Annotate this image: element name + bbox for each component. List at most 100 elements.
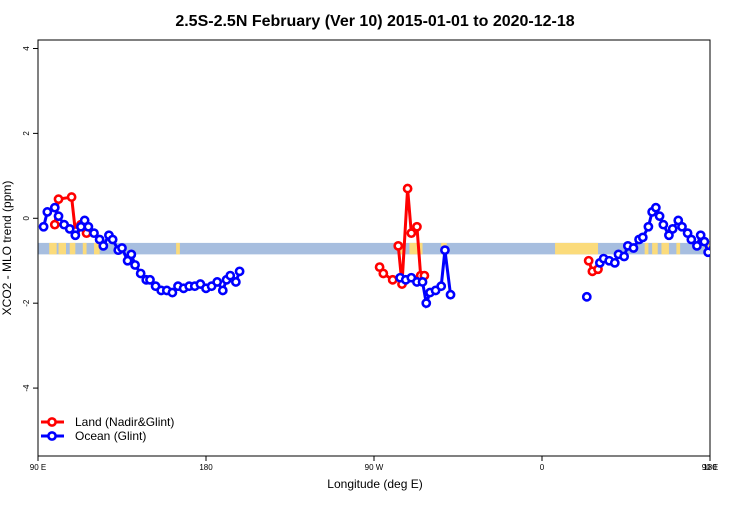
series-point-ocean-glint: [417, 277, 428, 287]
series-point-land-nadir-glint: [406, 228, 417, 239]
map-band-land: [661, 242, 669, 255]
legend-marker: [47, 417, 57, 427]
series-point-ocean-glint: [677, 221, 687, 232]
series-point-ocean-glint: [234, 266, 245, 277]
series-point-ocean-glint: [107, 234, 118, 245]
series-point-ocean-glint: [658, 219, 669, 230]
x-tick-label: 0: [540, 463, 545, 472]
map-band: [38, 242, 748, 255]
series-point-ocean-glint: [718, 251, 725, 258]
map-band-land: [409, 242, 423, 255]
series-point-land-nadir-glint: [53, 194, 64, 205]
series-point-ocean-glint: [98, 240, 109, 251]
series-point-land-nadir-glint: [740, 221, 747, 228]
series-point-ocean-glint: [70, 230, 81, 241]
series-point-ocean-glint: [421, 298, 432, 309]
series-layer: [38, 183, 750, 310]
series-point-land-nadir-glint: [731, 193, 738, 200]
series-point-ocean-glint: [83, 221, 94, 232]
y-tick-label: 0: [22, 216, 31, 221]
series-point-ocean-glint: [609, 257, 620, 268]
series-point-ocean-glint: [714, 257, 721, 264]
x-tick-label: 180: [199, 463, 213, 472]
map-band-land: [732, 243, 736, 254]
series-point-land-nadir-glint: [744, 230, 750, 237]
series-point-land-nadir-glint: [387, 274, 398, 285]
series-point-ocean-glint: [53, 211, 64, 222]
map-band-land: [82, 242, 87, 255]
series-point-ocean-glint: [436, 281, 447, 292]
series-point-ocean-glint: [708, 244, 710, 252]
series-point-ocean-glint: [650, 202, 661, 213]
legend-label: Land (Nadir&Glint): [75, 415, 174, 429]
series-point-ocean-glint: [230, 277, 241, 287]
x-axis-label: Longitude (deg E): [327, 477, 422, 491]
series-point-ocean-glint: [692, 240, 702, 251]
map-band-land: [644, 242, 649, 255]
series-point-ocean-glint: [667, 223, 678, 234]
series-point-ocean-glint: [145, 274, 155, 285]
y-tick-label: -4: [22, 384, 31, 392]
series-point-ocean-glint: [130, 260, 140, 270]
series-point-land-nadir-glint: [49, 219, 60, 230]
series-point-land-nadir-glint: [378, 268, 389, 279]
map-band-land: [676, 242, 681, 255]
series-point-land-nadir-glint: [402, 183, 413, 194]
series-point-ocean-glint: [167, 287, 178, 298]
map-band-land: [49, 242, 57, 255]
series-point-land-nadir-glint: [393, 240, 404, 251]
map-band-land: [652, 242, 658, 255]
series-point-ocean-glint: [135, 268, 146, 279]
x-tick-label: 90 E: [702, 463, 718, 472]
series-point-ocean-glint: [637, 232, 648, 243]
map-band-land: [742, 243, 748, 254]
series-point-land-nadir-glint: [719, 196, 726, 203]
series-point-land-nadir-glint: [716, 221, 723, 228]
y-tick-label: 4: [22, 46, 31, 51]
map-band-land: [719, 243, 725, 254]
series-point-ocean-glint: [64, 223, 75, 234]
series-point-ocean-glint: [38, 221, 49, 232]
map-band-land: [94, 242, 100, 255]
y-axis-label: XCO2 - MLO trend (ppm): [0, 181, 14, 316]
series-point-land-nadir-glint: [66, 192, 77, 202]
map-band-ocean: [38, 242, 710, 255]
y-tick-label: -2: [22, 299, 31, 307]
legend-label: Ocean (Glint): [75, 429, 146, 443]
series-point-ocean-glint: [699, 236, 710, 247]
series-point-land-nadir-glint: [412, 221, 422, 232]
series-point-land-nadir-glint: [734, 223, 741, 230]
legend-marker: [47, 431, 57, 441]
series-point-ocean-glint: [686, 234, 697, 245]
series-point-ocean-glint: [581, 291, 592, 302]
series-point-ocean-glint: [126, 249, 137, 260]
map-band-land: [58, 242, 66, 255]
map-band-land: [555, 242, 598, 255]
legend: Land (Nadir&Glint)Ocean (Glint): [41, 415, 174, 443]
x-tick-label: 180: [703, 463, 717, 472]
series-point-ocean-glint: [217, 285, 228, 296]
series-point-ocean-glint: [42, 207, 53, 217]
series-point-ocean-glint: [212, 277, 223, 287]
series-point-ocean-glint: [89, 228, 99, 239]
y-tick-label: 2: [22, 131, 31, 136]
x-tick-label: 90 E: [30, 463, 46, 472]
series-point-ocean-glint: [643, 221, 654, 232]
map-band-land: [69, 242, 76, 255]
series-point-ocean-glint: [654, 211, 665, 222]
series-point-land-nadir-glint: [583, 255, 594, 266]
series-point-ocean-glint: [440, 245, 450, 256]
series-point-ocean-glint: [225, 270, 236, 281]
series-line-land-nadir-glint: [719, 197, 747, 233]
series-point-ocean-glint: [117, 243, 127, 253]
series-point-ocean-glint: [703, 247, 710, 258]
x-tick-label: 90 W: [365, 463, 384, 472]
chart-title: 2.5S-2.5N February (Ver 10) 2015-01-01 t…: [175, 13, 574, 30]
series-point-ocean-glint: [619, 251, 630, 262]
series-point-ocean-glint: [445, 289, 456, 300]
series-point-ocean-glint: [49, 202, 60, 213]
series-point-ocean-glint: [628, 243, 639, 253]
